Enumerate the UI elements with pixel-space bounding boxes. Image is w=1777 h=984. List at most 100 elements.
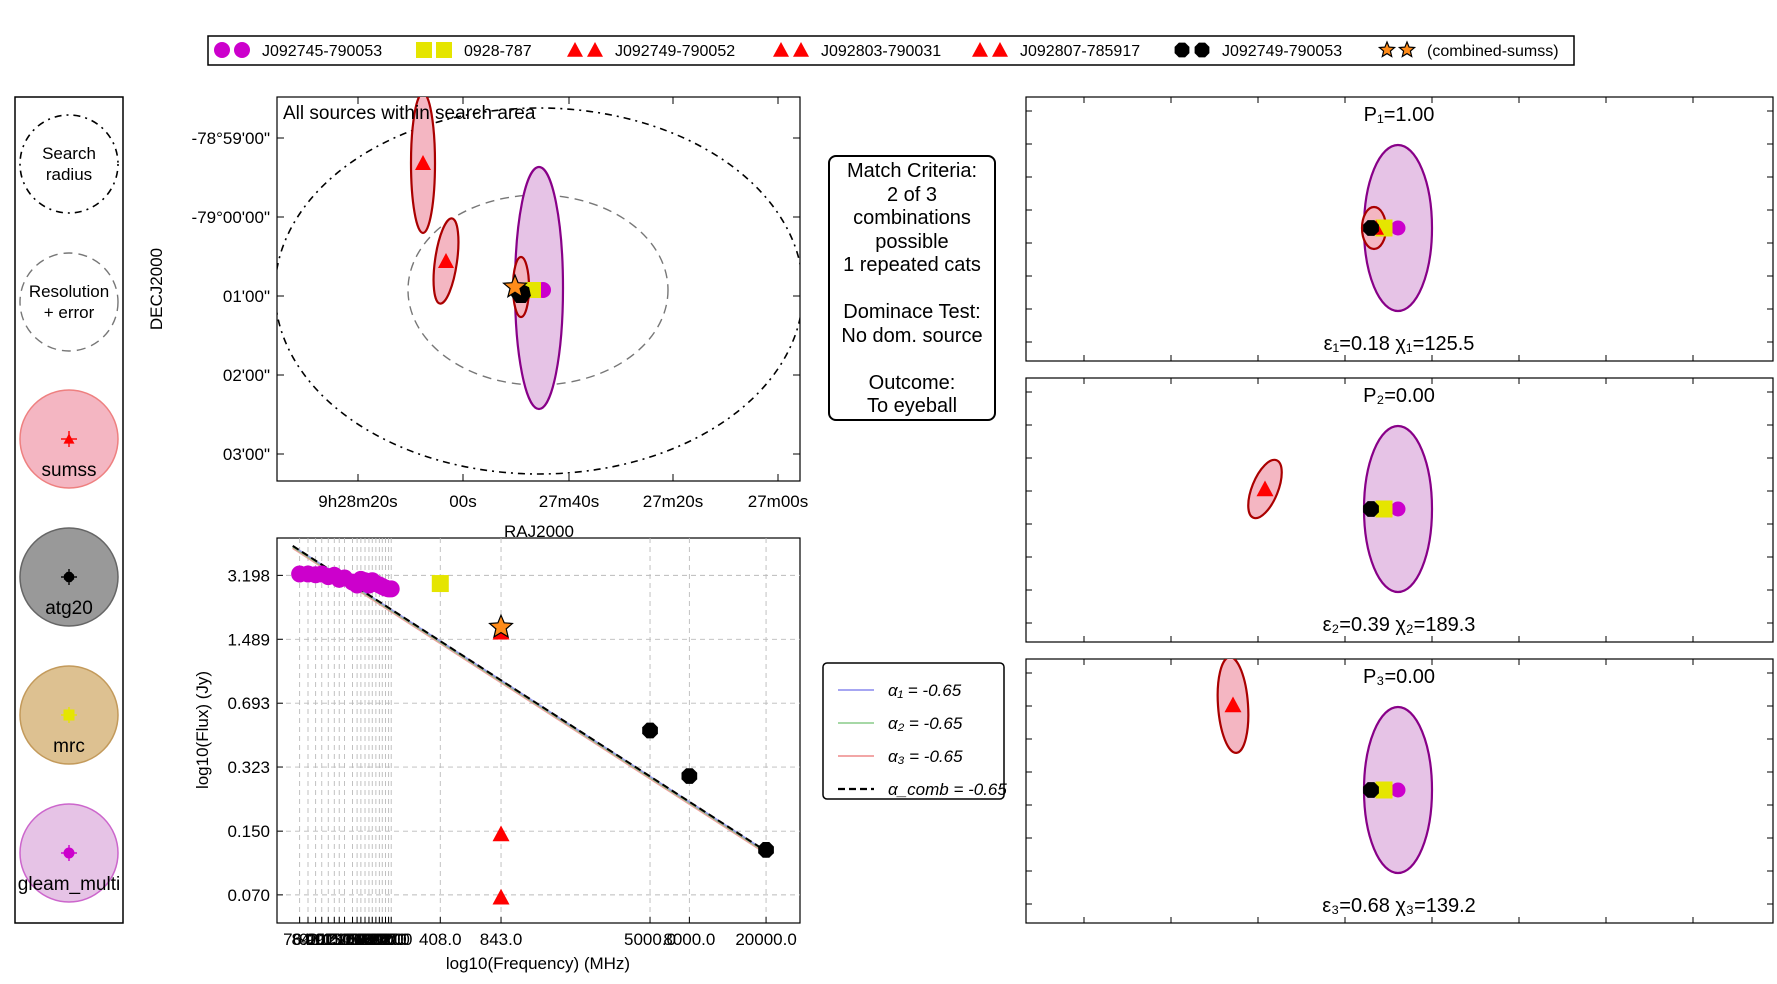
sky-xtick-label: 27m20s [643, 492, 703, 511]
sed-xtick-label: 92.0 [299, 930, 332, 949]
combination-panel-1: P₁=1.00 ε₁=0.18 χ₁=125.5 [1025, 96, 1774, 362]
legend-label-0928-787: 0928-787 [464, 43, 532, 60]
combination-panel-3: P₃=0.00 ε₃=0.68 χ₃=139.2 [1025, 658, 1774, 924]
gleam-source-marker [1390, 782, 1406, 798]
sky-ytick-label: 01'00" [223, 287, 270, 306]
search-key-label-1: Search [42, 144, 96, 163]
legend-marker-0928-787 [416, 42, 432, 58]
search-radius-circle [277, 107, 800, 475]
sed-xtick-label: 76.0 [283, 930, 316, 949]
spectral-index-legend: α₁ = -0.65 α₂ = -0.65 α₃ = -0.65 α_comb = -… [822, 662, 1007, 800]
criteria-line: 1 repeated cats [843, 254, 981, 276]
sumss-source-marker [1256, 480, 1274, 497]
legend-marker-j092803-790031 [793, 42, 809, 57]
legend-marker-j092749-790053 [1194, 42, 1210, 58]
criteria-line: No dom. source [841, 324, 983, 347]
sed-xtick-label: 122.0 [318, 930, 361, 949]
panel-probability-label: P₂=0.00 [1363, 385, 1435, 407]
sed-point-combined-sumss [488, 613, 514, 639]
search-radius-key [19, 114, 119, 214]
legend-label-j092745-790053: J092745-790053 [262, 43, 382, 60]
sed-legend-label: α₃ = -0.65 [888, 747, 963, 766]
sed-point-j092803-790031 [492, 825, 510, 842]
sky-ytick-label: -78°59'00" [192, 129, 270, 148]
atg20-source-marker [1363, 782, 1379, 798]
legend-label-combined-sumss: (combined-sumss) [1427, 43, 1559, 60]
key-marker-sumss [63, 433, 75, 444]
legend-label-j092807-785917: J092807-785917 [1020, 43, 1140, 60]
legend-marker-j092749-790053 [1174, 42, 1190, 58]
resolution-key-label-2: + error [44, 303, 95, 322]
sed-point-j092749-790053 [758, 842, 774, 858]
sed-point-0928-787 [431, 575, 449, 593]
sed-xtick-label: 174.0 [348, 930, 391, 949]
criteria-line: Match Criteria: [846, 160, 978, 182]
sky-ytick-label: 02'00" [223, 366, 270, 385]
sed-xtick-label: 8000.0 [663, 930, 715, 949]
sed-legend-label: α₁ = -0.65 [888, 681, 962, 700]
legend-marker-j092749-790052 [567, 42, 583, 57]
legend-label-j092749-790052: J092749-790052 [615, 43, 735, 60]
legend-marker-j092749-790052 [587, 42, 603, 57]
key-label-gleam_multi: gleam_multi [18, 874, 120, 895]
legend-label-j092803-790031: J092803-790031 [821, 43, 941, 60]
legend-marker-j092745-790053 [214, 42, 230, 58]
criteria-line: 2 of 3 [886, 183, 938, 206]
resolution-key [19, 252, 119, 352]
sumss-source-marker-1 [415, 155, 431, 170]
sed-ylabel: log10(Flux) (Jy) [193, 671, 212, 789]
sed-xtick-label: 166.0 [344, 930, 387, 949]
legend-marker-combined-sumss [1377, 40, 1397, 58]
legend-marker-j092807-785917 [972, 42, 988, 57]
sed-xtick-label: 189.0 [355, 930, 398, 949]
sky-plot: All sources within search area 9h28m20s 0… [147, 96, 808, 541]
mrc-source-marker [1375, 500, 1393, 518]
catalogue-legend: J092745-790053 0928-787 J092749-790052 J092… [207, 35, 1575, 66]
sed-plot: 76.084.092.099.0107.0115.0122.0130.0143.… [193, 537, 801, 973]
sed-point-j092749-790053 [642, 722, 658, 739]
atg20-source-marker [1363, 220, 1379, 236]
sky-xlabel: RAJ2000 [504, 522, 574, 541]
sky-plot-title: All sources within search area [283, 103, 536, 124]
sed-xtick-label: 197.0 [358, 930, 401, 949]
search-key-label-2: radius [46, 165, 92, 184]
sed-xtick-label: 204.0 [361, 930, 404, 949]
legend-marker-j092807-785917 [992, 42, 1008, 57]
sed-point-j092745-790053 [382, 580, 400, 598]
criteria-line: Outcome: [868, 371, 956, 394]
atg20-source-marker [1363, 501, 1379, 517]
legend-marker-j092745-790053 [234, 42, 250, 58]
sed-point-j092807-785917 [492, 888, 510, 905]
sed-xtick-label: 158.0 [340, 930, 383, 949]
sed-point-j092749-790053 [681, 768, 698, 784]
mrc-source-marker [1375, 781, 1393, 799]
sed-legend-label: α₂ = -0.65 [888, 714, 963, 733]
sed-xtick-label: 107.0 [307, 930, 350, 949]
sed-ytick-label: 0.693 [227, 694, 270, 713]
sed-xtick-label: 408.0 [419, 930, 462, 949]
sed-xtick-label: 151.0 [336, 930, 379, 949]
sed-xtick-label: 181.0 [351, 930, 394, 949]
panel-stats-label: ε₃=0.68 χ₃=139.2 [1322, 895, 1476, 917]
criteria-line: To eyeball [866, 395, 958, 417]
legend-marker-j092803-790031 [773, 42, 789, 57]
sed-xtick-label: 227.0 [370, 930, 413, 949]
sed-fit-line-comb [292, 545, 767, 853]
key-panel: Search radius Resolution + error sumss at… [14, 96, 124, 924]
sed-ytick-label: 0.150 [227, 822, 270, 841]
panel-stats-label: ε₂=0.39 χ₂=189.3 [1323, 614, 1476, 636]
sed-xlabel: log10(Frequency) (MHz) [446, 954, 630, 973]
key-label-atg20: atg20 [45, 598, 93, 619]
sed-ytick-label: 0.070 [227, 886, 270, 905]
legend-marker-0928-787 [436, 42, 452, 58]
criteria-line: Dominace Test: [843, 301, 981, 323]
sed-xtick-label: 20000.0 [735, 930, 796, 949]
sky-xtick-label: 9h28m20s [318, 492, 397, 511]
key-marker-atg20 [63, 571, 75, 583]
key-marker-gleam_multi [63, 847, 75, 859]
sed-xtick-label: 220.0 [367, 930, 410, 949]
sed-xtick-label: 212.0 [364, 930, 407, 949]
sed-xtick-label: 115.0 [314, 930, 355, 949]
sky-xtick-label: 00s [449, 492, 476, 511]
sed-xtick-label: 130.0 [323, 930, 366, 949]
